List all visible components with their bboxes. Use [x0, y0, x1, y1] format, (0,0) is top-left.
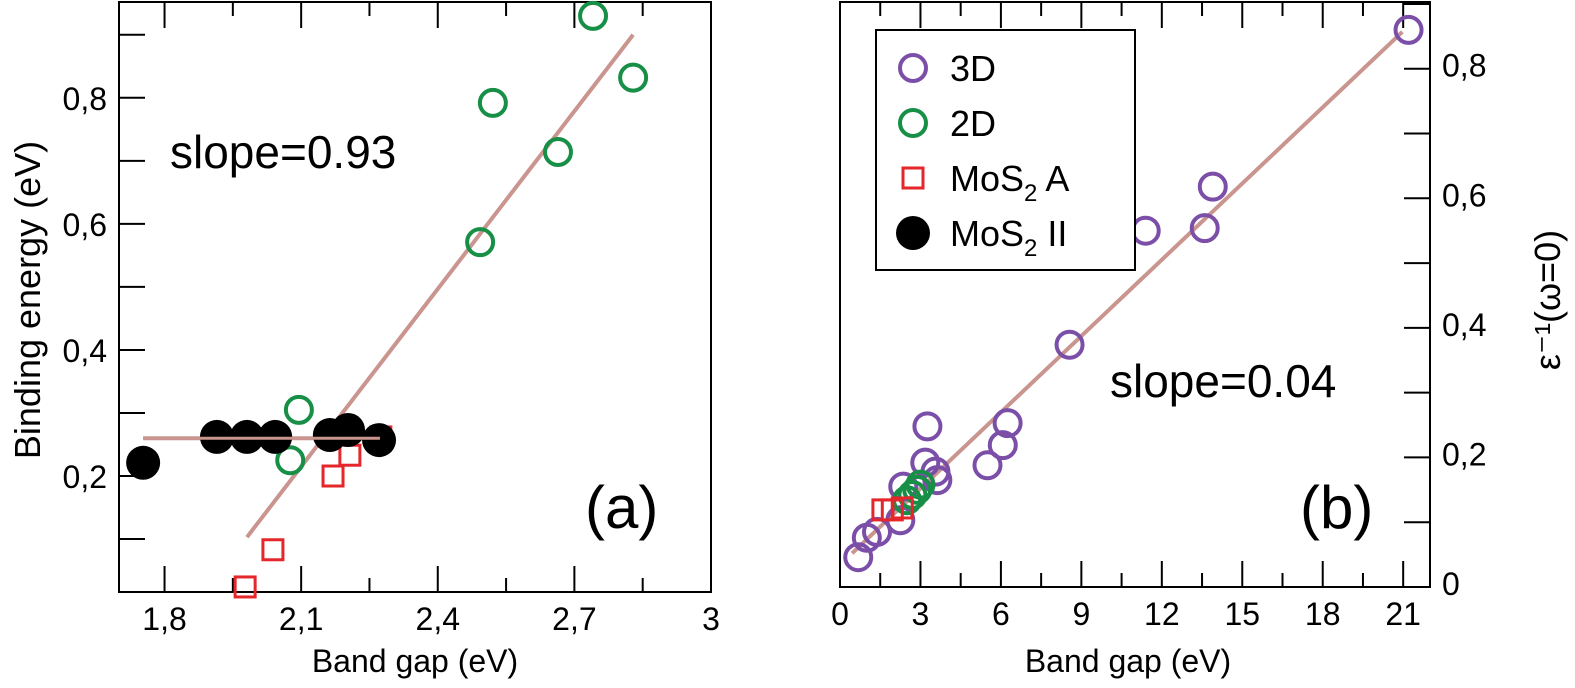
- panel-b-label: (b): [1300, 474, 1373, 541]
- panel-a-ylabel: Binding energy (eV): [7, 141, 48, 459]
- panel-b-slope-annotation: slope=0.04: [1110, 355, 1336, 407]
- y-tick-label: 0,2: [63, 459, 107, 495]
- legend-marker-3: [896, 216, 930, 250]
- x-tick-label: 1,8: [142, 601, 186, 637]
- y-tick-label: 0,2: [1442, 436, 1486, 472]
- data-point: [992, 408, 1023, 439]
- panel-b-markers: [843, 14, 1424, 573]
- data-point: [338, 443, 362, 467]
- data-point: [275, 445, 306, 476]
- data-point: [1130, 215, 1161, 246]
- y-tick-label: 0,6: [63, 207, 107, 243]
- data-point: [331, 413, 366, 448]
- panel-a-xlabel: Band gap (eV): [312, 643, 518, 679]
- data-point: [465, 227, 496, 258]
- panel-a-slope-annotation: slope=0.93: [170, 126, 396, 178]
- data-point: [321, 464, 345, 488]
- y-tick-label: 0,8: [1442, 48, 1486, 84]
- data-point: [261, 538, 285, 562]
- fit-line: [245, 33, 635, 539]
- data-point: [578, 0, 609, 31]
- data-point: [283, 394, 314, 425]
- legend-label: 3D: [950, 48, 996, 89]
- y-tick-label: 0: [1442, 566, 1460, 602]
- panel-b-frame: [839, 1, 1431, 588]
- x-tick-label: 2,4: [416, 601, 460, 637]
- series-mos2-a: [871, 496, 914, 522]
- legend-marker-0: [898, 53, 928, 83]
- data-point: [1054, 329, 1085, 360]
- data-point: [126, 445, 161, 480]
- y-tick-label: 0,6: [1442, 177, 1486, 213]
- data-point: [972, 450, 1003, 481]
- panel-a-ticks: 1,8 2,1 2,4 2,7 3 0,2 0,4 0,6 0,8: [63, 2, 720, 637]
- x-tick-label: 18: [1305, 596, 1341, 632]
- data-point: [1393, 14, 1424, 45]
- fit-line: [850, 30, 1404, 555]
- x-tick-label: 6: [992, 596, 1010, 632]
- data-point: [843, 542, 874, 573]
- series-2d: [275, 0, 649, 476]
- panel-a-markers: [126, 0, 649, 599]
- data-point: [542, 137, 573, 168]
- legend-marker-2: [901, 166, 925, 190]
- x-tick-label: 15: [1224, 596, 1260, 632]
- y-tick-label: 0,4: [1442, 307, 1486, 343]
- data-point: [1197, 171, 1228, 202]
- data-point: [987, 430, 1018, 461]
- panel-a-label: (a): [585, 474, 658, 541]
- x-tick-label: 9: [1072, 596, 1090, 632]
- data-point: [233, 575, 257, 599]
- panel-a-frame: [118, 1, 712, 593]
- data-point: [851, 522, 882, 553]
- legend-label: MoS2 II: [950, 213, 1067, 262]
- x-tick-label: 12: [1144, 596, 1180, 632]
- x-tick-label: 2,7: [552, 601, 596, 637]
- x-tick-label: 0: [831, 596, 849, 632]
- data-point: [890, 496, 914, 520]
- y-tick-label: 0,4: [63, 333, 107, 369]
- panel-b-ylabel: ε⁻¹(ω=0): [1527, 230, 1568, 370]
- x-tick-label: 21: [1385, 596, 1421, 632]
- x-tick-label: 3: [702, 601, 720, 637]
- panel-a-fit-lines: [143, 33, 635, 539]
- data-point: [912, 411, 943, 442]
- panel-b-fit-lines: [850, 30, 1404, 555]
- data-point: [362, 423, 397, 458]
- legend-marker-1: [898, 108, 928, 138]
- legend-label: 2D: [950, 103, 996, 144]
- data-point: [618, 62, 649, 93]
- x-tick-label: 2,1: [279, 601, 323, 637]
- legend-label: MoS2 A: [950, 158, 1069, 207]
- panel-b-xlabel: Band gap (eV): [1025, 643, 1231, 679]
- data-point: [1189, 213, 1220, 244]
- x-tick-label: 3: [912, 596, 930, 632]
- legend: 3D 2D MoS2 A MoS2 II: [875, 29, 1136, 271]
- panel-a: 1,8 2,1 2,4 2,7 30,20,40,60,8 Band gap (eV) …: [7, 0, 720, 679]
- data-point: [905, 469, 936, 500]
- y-tick-label: 0,8: [63, 81, 107, 117]
- data-point: [477, 87, 508, 118]
- panel-b-ticks: 0 3 6 9 12 15 18 21 0 0,2 0,4 0,6 0,8: [831, 2, 1486, 632]
